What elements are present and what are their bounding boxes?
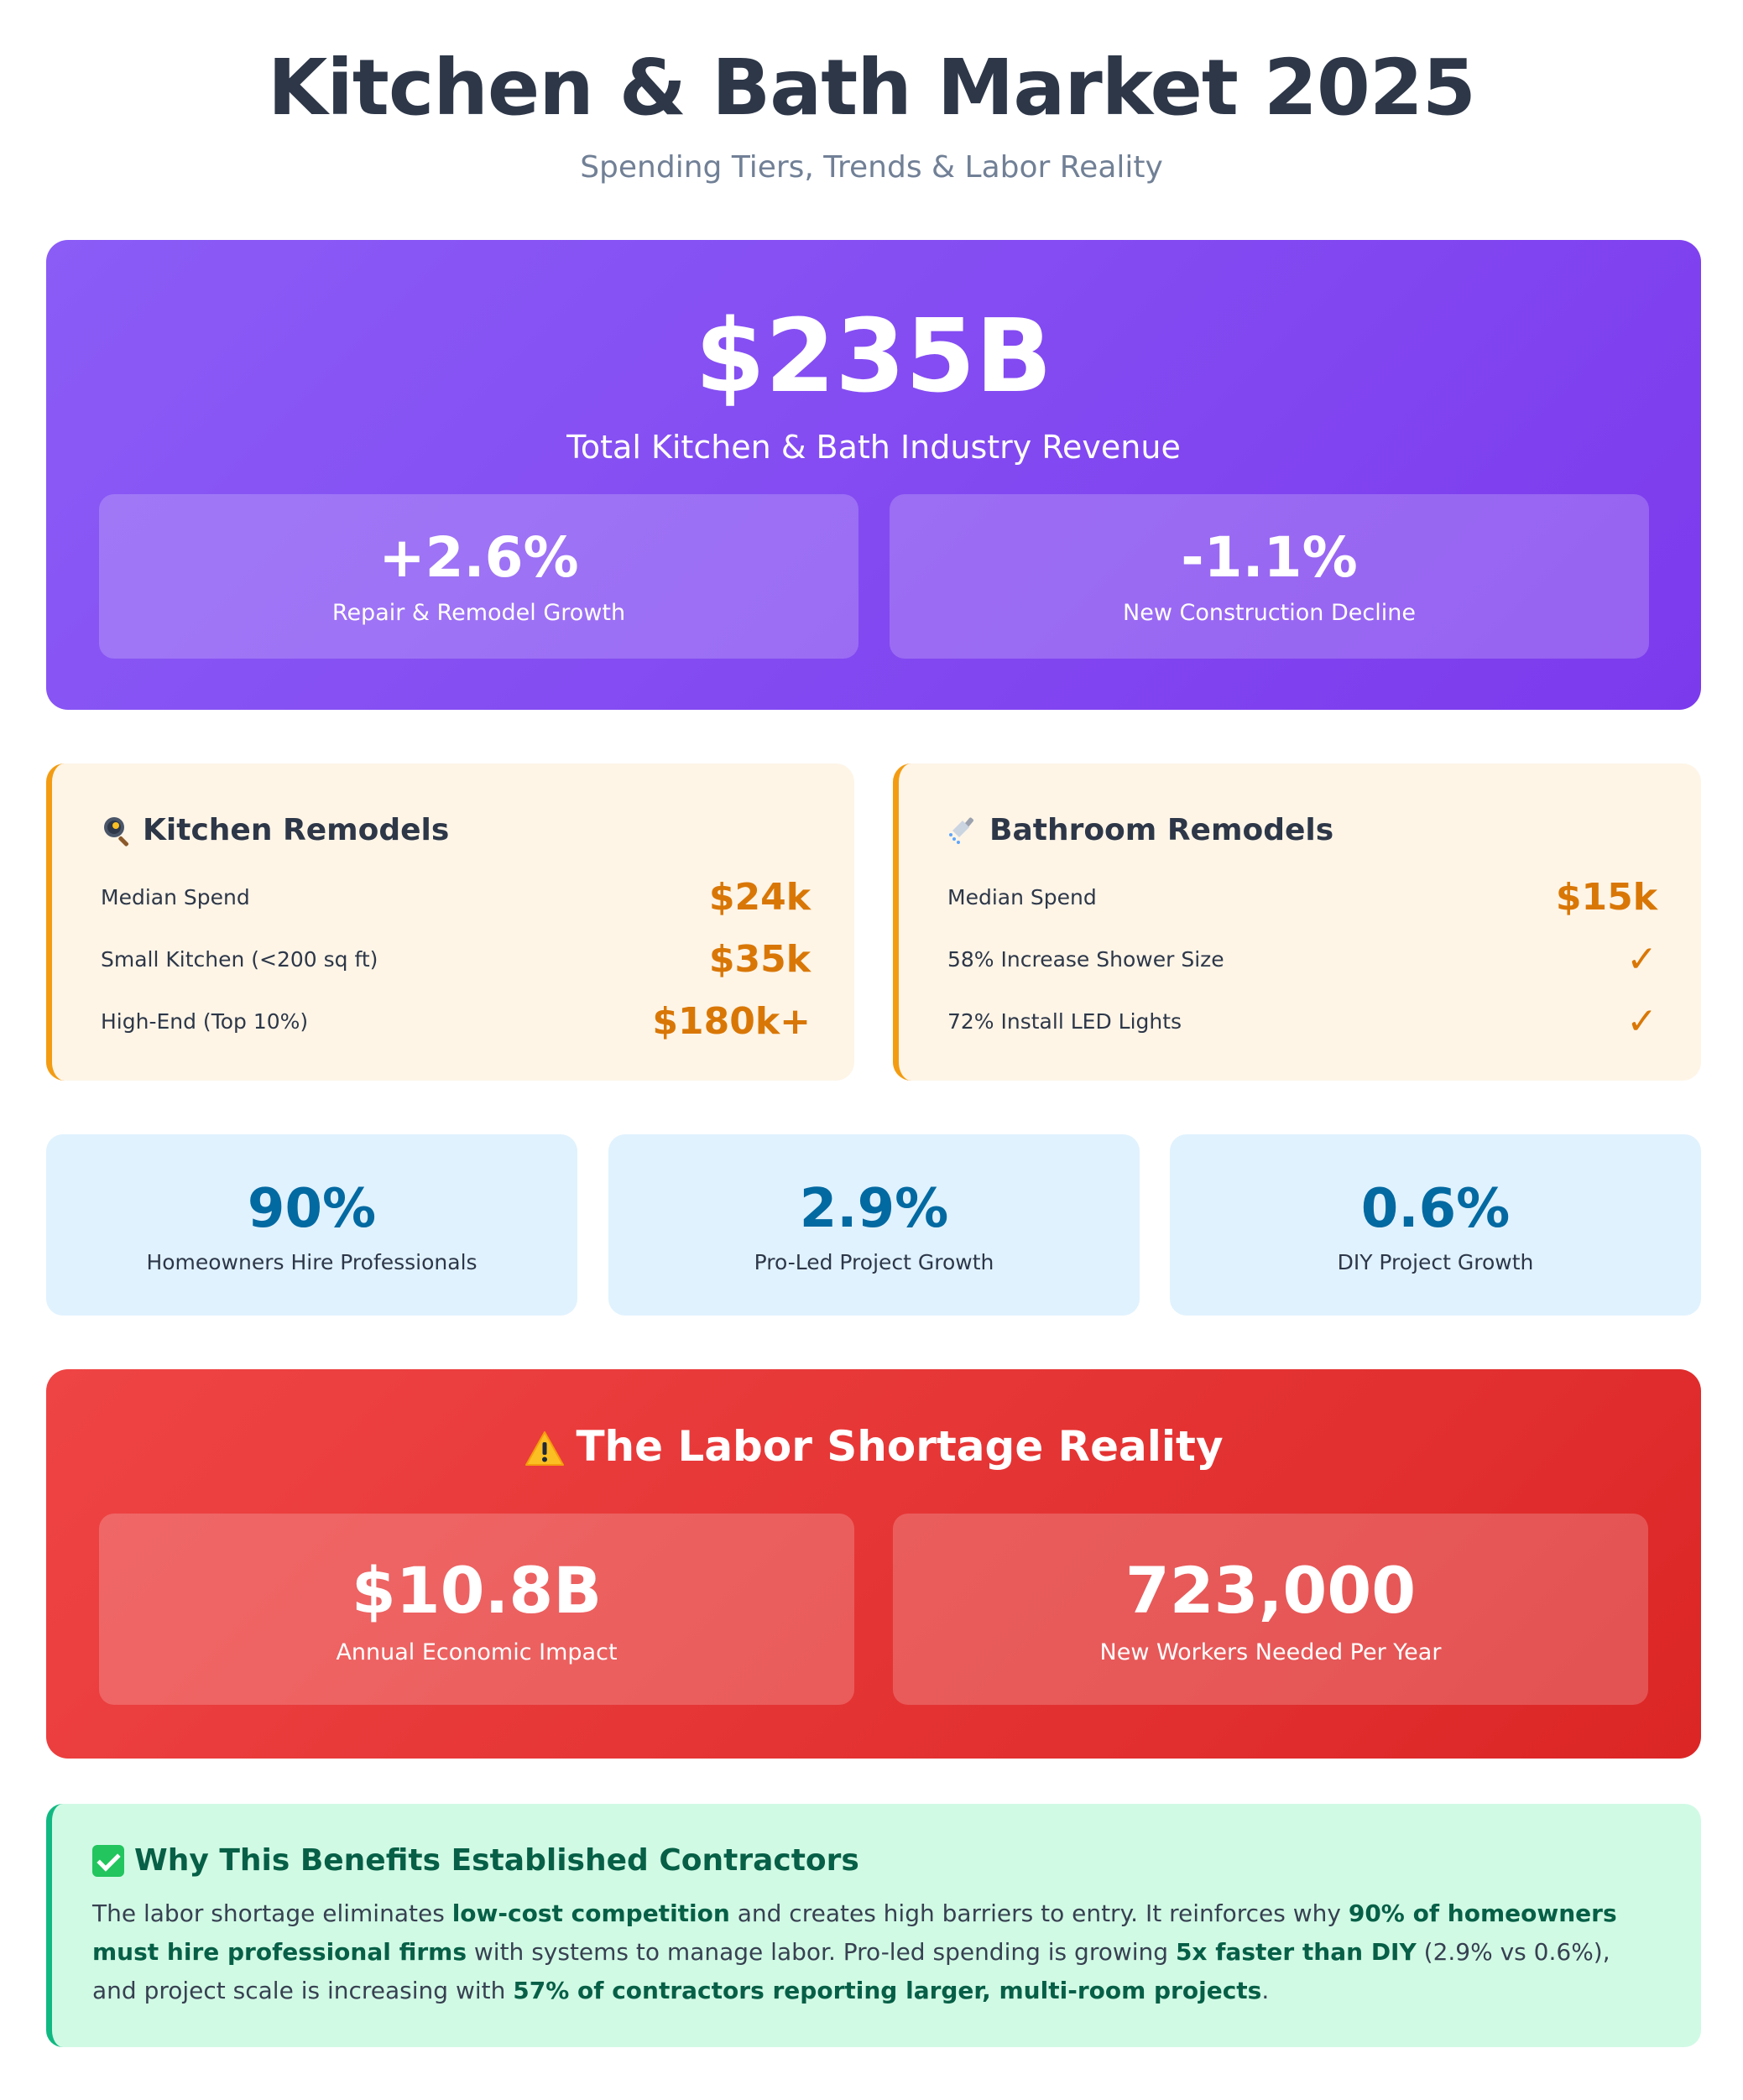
labor-shortage-card: The Labor Shortage Reality $10.8B Annual…	[46, 1369, 1701, 1759]
hero-stat-value: -1.1%	[1181, 525, 1358, 590]
stat-label: Pro-Led Project Growth	[754, 1250, 994, 1274]
check-mark-icon: ✓	[1626, 999, 1657, 1043]
kitchen-row: Small Kitchen (<200 sq ft) $35k	[101, 928, 811, 990]
stat-value: 2.9%	[799, 1178, 949, 1240]
stat-card-hire-pros: 90% Homeowners Hire Professionals	[46, 1134, 577, 1316]
benefit-text-segment: with systems to manage labor. Pro-led sp…	[467, 1938, 1176, 1966]
stat-card-diy-growth: 0.6% DIY Project Growth	[1170, 1134, 1701, 1316]
benefit-paragraph: The labor shortage eliminates low-cost c…	[92, 1894, 1659, 2010]
kitchen-card-title: Kitchen Remodels	[101, 810, 811, 851]
bathroom-row-label: Median Spend	[947, 884, 1097, 909]
hero-label: Total Kitchen & Bath Industry Revenue	[566, 429, 1181, 466]
bathroom-row-label: 72% Install LED Lights	[947, 1008, 1182, 1034]
labor-title: The Labor Shortage Reality	[46, 1420, 1701, 1473]
bathroom-row: 72% Install LED Lights ✓	[947, 990, 1657, 1052]
benefit-highlight: low-cost competition	[451, 1899, 730, 1927]
stat-value: 90%	[247, 1178, 377, 1240]
labor-box-value: 723,000	[1125, 1553, 1417, 1628]
hero-stat-label: New Construction Decline	[1123, 600, 1416, 626]
bathroom-row-label: 58% Increase Shower Size	[947, 946, 1224, 972]
labor-box-impact: $10.8B Annual Economic Impact	[99, 1514, 854, 1705]
hero-stat-value: +2.6%	[378, 525, 579, 590]
bathroom-row: Median Spend $15k	[947, 866, 1657, 928]
benefit-highlight: 5x faster than DIY	[1175, 1938, 1417, 1966]
kitchen-row: Median Spend $24k	[101, 866, 811, 928]
shower-icon	[947, 814, 981, 847]
kitchen-row-value: $180k+	[652, 999, 811, 1043]
labor-title-text: The Labor Shortage Reality	[576, 1422, 1224, 1471]
hero-value: $235B	[695, 299, 1052, 415]
stat-card-pro-growth: 2.9% Pro-Led Project Growth	[608, 1134, 1140, 1316]
benefit-text-segment: and creates high barriers to entry. It r…	[729, 1899, 1349, 1927]
benefit-highlight: 57% of contractors reporting larger, mul…	[513, 1977, 1262, 2004]
benefit-text-segment: .	[1261, 1977, 1270, 2004]
revenue-hero-card: $235B Total Kitchen & Bath Industry Reve…	[46, 240, 1701, 710]
kitchen-row-label: Small Kitchen (<200 sq ft)	[101, 946, 378, 972]
labor-box-value: $10.8B	[351, 1553, 603, 1628]
kitchen-row-label: High-End (Top 10%)	[101, 1008, 309, 1034]
warning-icon	[524, 1427, 566, 1466]
kitchen-row-value: $24k	[708, 875, 811, 919]
frying-pan-icon	[101, 814, 134, 847]
bathroom-title-text: Bathroom Remodels	[989, 813, 1334, 847]
check-box-icon	[92, 1845, 124, 1877]
kitchen-title-text: Kitchen Remodels	[143, 813, 450, 847]
bathroom-row: 58% Increase Shower Size ✓	[947, 928, 1657, 990]
page-title: Kitchen & Bath Market 2025	[268, 43, 1476, 133]
hero-stat-construction: -1.1% New Construction Decline	[890, 494, 1649, 659]
bathroom-card-title: Bathroom Remodels	[947, 810, 1657, 851]
bathroom-remodels-card: Bathroom Remodels Median Spend $15k 58% …	[893, 763, 1701, 1081]
benefit-highlight: 90% of homeowners must hire professional…	[92, 1899, 1617, 1966]
check-mark-icon: ✓	[1626, 937, 1657, 981]
stat-label: DIY Project Growth	[1337, 1250, 1534, 1274]
labor-box-label: Annual Economic Impact	[336, 1639, 618, 1665]
benefit-text-segment: The labor shortage eliminates	[92, 1899, 452, 1927]
kitchen-row-label: Median Spend	[101, 884, 250, 909]
hero-stat-remodel: +2.6% Repair & Remodel Growth	[99, 494, 858, 659]
kitchen-row: High-End (Top 10%) $180k+	[101, 990, 811, 1052]
kitchen-row-value: $35k	[708, 937, 811, 981]
labor-box-workers: 723,000 New Workers Needed Per Year	[893, 1514, 1648, 1705]
page-subtitle: Spending Tiers, Trends & Labor Reality	[580, 150, 1163, 185]
bathroom-row-value: $15k	[1555, 875, 1657, 919]
kitchen-remodels-card: Kitchen Remodels Median Spend $24k Small…	[46, 763, 854, 1081]
benefit-title: Why This Benefits Established Contractor…	[92, 1841, 1659, 1881]
labor-box-label: New Workers Needed Per Year	[1099, 1639, 1442, 1665]
stat-value: 0.6%	[1360, 1178, 1511, 1240]
hero-stat-label: Repair & Remodel Growth	[331, 600, 626, 626]
contractor-benefits-card: Why This Benefits Established Contractor…	[46, 1804, 1701, 2047]
stat-label: Homeowners Hire Professionals	[146, 1250, 477, 1274]
benefit-title-text: Why This Benefits Established Contractor…	[134, 1843, 859, 1878]
page-header: Kitchen & Bath Market 2025 Spending Tier…	[0, 42, 1743, 186]
benefit-text-segment: (2.9% vs 0.6%), and project scale is inc…	[92, 1938, 1610, 2004]
